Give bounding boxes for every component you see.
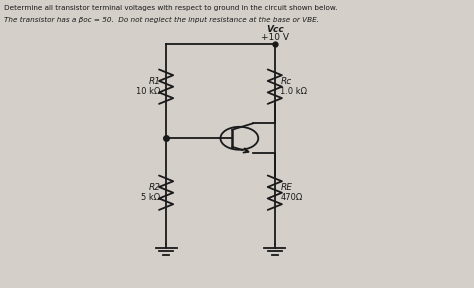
Text: 5 kΩ: 5 kΩ: [141, 193, 160, 202]
Text: The transistor has a βoc = 50.  Do not neglect the input resistance at the base : The transistor has a βoc = 50. Do not ne…: [4, 16, 319, 22]
Text: RE: RE: [281, 183, 292, 192]
Text: 1.0 kΩ: 1.0 kΩ: [281, 87, 308, 96]
Text: R2: R2: [148, 183, 160, 192]
Text: +10 V: +10 V: [261, 33, 289, 42]
Text: Vcc: Vcc: [266, 25, 283, 34]
Text: 10 kΩ: 10 kΩ: [136, 87, 160, 96]
Text: R1: R1: [148, 77, 160, 86]
Text: Rc: Rc: [281, 77, 292, 86]
Text: Determine all transistor terminal voltages with respect to ground in the circuit: Determine all transistor terminal voltag…: [4, 5, 338, 11]
Text: 470Ω: 470Ω: [281, 193, 303, 202]
